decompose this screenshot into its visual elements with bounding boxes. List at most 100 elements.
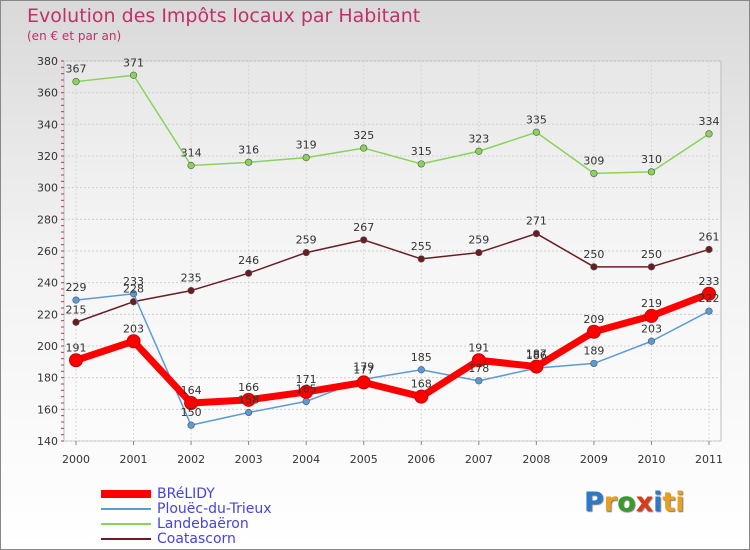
data-point: [241, 392, 256, 407]
data-point: [705, 130, 713, 138]
logo-letter: ti: [662, 487, 685, 518]
data-label: 222: [699, 292, 720, 305]
data-label: 235: [181, 272, 202, 285]
data-label: 246: [238, 254, 259, 267]
data-point: [302, 397, 310, 406]
data-point: [417, 255, 425, 263]
y-tick-label: 380: [37, 55, 58, 68]
y-tick-label: 300: [37, 182, 58, 195]
data-label: 209: [583, 313, 604, 326]
y-tick-label: 160: [37, 403, 58, 416]
data-label: 187: [526, 348, 547, 361]
data-label: 259: [296, 234, 317, 247]
x-tick-label: 2011: [695, 453, 723, 466]
data-point: [126, 334, 141, 349]
logo-letter: x: [635, 487, 654, 518]
data-point: [705, 307, 713, 315]
data-point: [69, 353, 83, 368]
data-point: [129, 71, 138, 79]
logo-letter: P: [584, 487, 604, 518]
data-point: [647, 168, 656, 176]
data-point: [72, 318, 80, 326]
data-label: 250: [583, 248, 604, 261]
data-point: [414, 389, 429, 404]
x-tick-label: 2004: [292, 453, 320, 466]
data-label: 261: [699, 230, 720, 243]
data-label: 267: [353, 221, 374, 234]
data-label: 165: [296, 382, 317, 395]
grid-layer: [63, 60, 722, 442]
legend-label: BRéLIDY: [157, 486, 215, 502]
logo-letter: r: [603, 487, 618, 518]
data-point: [129, 290, 138, 298]
series-line: [75, 293, 710, 426]
data-point: [586, 324, 601, 339]
data-point: [187, 286, 195, 295]
x-tick-label: 2005: [350, 453, 378, 466]
x-tick-label: 2002: [177, 453, 205, 466]
data-point: [590, 263, 598, 271]
data-label: 178: [468, 362, 489, 375]
data-label: 310: [641, 153, 662, 166]
y-tick-label: 220: [37, 308, 58, 321]
data-point: [702, 286, 716, 301]
data-label: 325: [353, 129, 374, 142]
series-layer: [69, 71, 716, 429]
legend-label: Plouëc-du-Trieux: [157, 501, 272, 517]
x-tick-label: 2008: [522, 453, 550, 466]
data-label: 323: [468, 132, 489, 145]
data-point: [302, 153, 310, 162]
data-point: [72, 296, 80, 304]
data-label: 191: [468, 341, 489, 354]
chart-title: Evolution des Impôts locaux par Habitant: [27, 5, 421, 27]
x-tick-label: 2001: [120, 453, 148, 466]
data-label: 189: [583, 344, 604, 357]
data-label: 164: [181, 384, 202, 397]
data-label: 319: [296, 139, 317, 152]
y-tick-label: 280: [37, 213, 58, 226]
x-tick-label: 2000: [62, 453, 90, 466]
label-layer: 191 203 164 166 171 177 168 191 187 209 219 233 229 2…: [66, 56, 720, 419]
data-point: [475, 377, 483, 385]
data-label: 271: [526, 215, 547, 228]
x-tick-label: 2006: [407, 453, 435, 466]
proxiti-logo: Proxiti: [584, 487, 685, 518]
data-point: [647, 263, 656, 271]
legend-label: Landebaëron: [157, 516, 249, 532]
data-label: 255: [411, 240, 432, 253]
data-point: [471, 353, 486, 368]
data-label: 219: [641, 297, 662, 310]
data-point: [475, 147, 483, 155]
data-label: 259: [468, 234, 489, 247]
data-label: 186: [526, 349, 547, 362]
data-label: 233: [699, 275, 720, 288]
data-label: 179: [353, 360, 374, 373]
data-point: [705, 245, 713, 254]
data-label: 168: [411, 378, 432, 391]
data-point: [590, 359, 598, 368]
x-tick-label: 2007: [465, 453, 493, 466]
data-point: [475, 248, 483, 257]
series-line: [75, 74, 710, 175]
data-point: [417, 366, 425, 374]
data-label: 228: [123, 283, 144, 296]
data-label: 371: [123, 56, 144, 69]
data-label: 315: [411, 145, 432, 158]
logo-letter: o: [617, 487, 636, 518]
y-tick-label: 180: [37, 372, 58, 385]
y-tick-label: 360: [37, 87, 58, 100]
data-point: [187, 161, 195, 170]
data-label: 334: [699, 115, 720, 128]
data-point: [302, 248, 310, 257]
data-label: 171: [296, 373, 317, 386]
data-point: [360, 236, 368, 244]
x-tick-label: 2003: [235, 453, 263, 466]
y-tick-label: 320: [37, 150, 58, 163]
data-point: [245, 408, 253, 417]
series-line: [75, 232, 710, 323]
data-label: 314: [181, 147, 202, 160]
data-point: [590, 169, 598, 178]
data-point: [417, 160, 425, 168]
data-point: [356, 375, 371, 390]
